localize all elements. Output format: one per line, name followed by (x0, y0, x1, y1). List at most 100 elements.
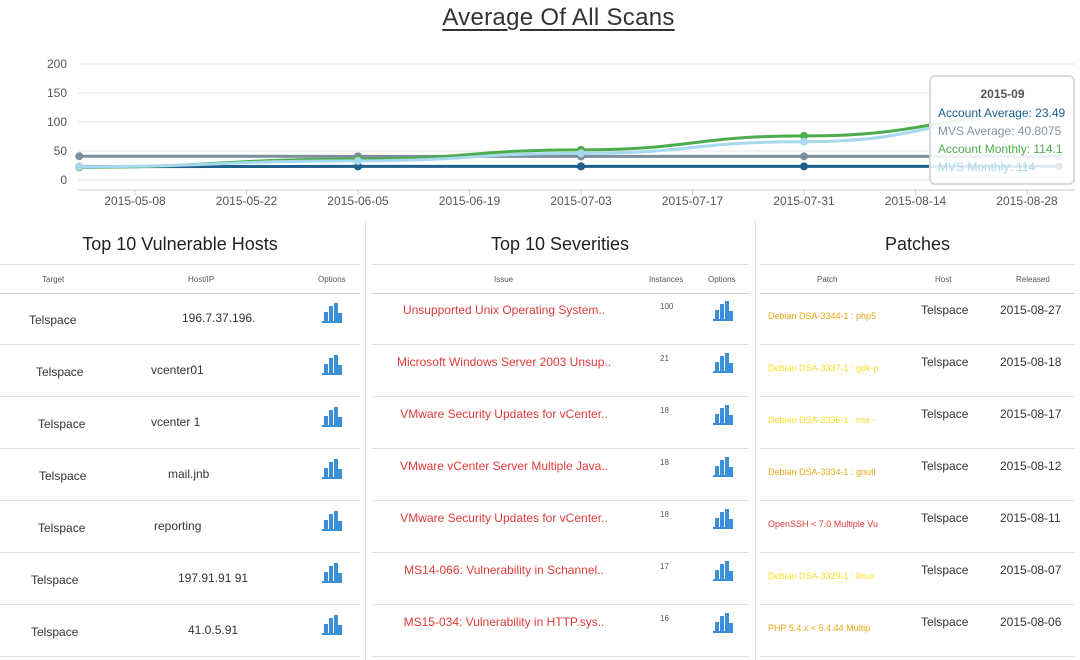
severity-issue: MS14-066: Vulnerability in Schannel.. (404, 563, 604, 577)
hosts-header: Target Host/IP Options (0, 264, 360, 294)
x-tick-label: 2015-05-08 (104, 194, 166, 208)
patch-released: 2015-08-07 (1000, 563, 1062, 577)
severity-instances: 17 (660, 562, 669, 571)
col-patch: Patch (817, 275, 838, 284)
host-row[interactable]: Telspace 197.91.91 91 (0, 553, 360, 605)
severity-instances: 21 (660, 354, 669, 363)
severities-header: Issue Instances Options (372, 264, 749, 294)
host-target: Telspace (36, 365, 84, 379)
severity-issue: VMware Security Updates for vCenter.. (400, 407, 608, 421)
series-point (800, 131, 808, 140)
patch-row[interactable]: PHP 5.4.x < 5.4.44 Multip Telspace 2015-08… (760, 605, 1075, 657)
x-tick-label: 2015-07-03 (550, 194, 612, 208)
patch-released: 2015-08-12 (1000, 459, 1062, 473)
col-released: Released (1016, 275, 1050, 284)
bar-chart-icon[interactable] (713, 353, 733, 373)
severity-issue: Microsoft Windows Server 2003 Unsup.. (396, 355, 612, 369)
patch-name: Debian DSA-3329-1 : linux (768, 571, 875, 581)
patch-row[interactable]: OpenSSH < 7.0 Multiple Vu Telspace 2015-08… (760, 501, 1075, 553)
severity-instances: 18 (660, 510, 669, 519)
series-point (75, 152, 84, 161)
host-row[interactable]: Telspace 196.7.37.196. (0, 293, 360, 345)
series-point (800, 152, 808, 161)
host-ip: mail.jnb (168, 467, 210, 481)
bar-chart-icon[interactable] (322, 303, 342, 323)
bar-chart-icon[interactable] (322, 511, 342, 531)
severity-issue: MS15-034: Vulnerability in HTTP.sys.. (403, 615, 605, 629)
bar-chart-icon[interactable] (322, 615, 342, 635)
patch-host: Telspace (921, 563, 969, 577)
patch-row[interactable]: Debian DSA-3329-1 : linux Telspace 2015-08… (760, 553, 1075, 605)
bar-chart-icon[interactable] (713, 457, 733, 477)
host-row[interactable]: Telspace 41.0.5.91 (0, 605, 360, 657)
host-target: Telspace (38, 417, 86, 431)
severity-row[interactable]: VMware Security Updates for vCenter.. 18 (372, 397, 749, 449)
bar-chart-icon[interactable] (713, 561, 733, 581)
patch-row[interactable]: Debian DSA-3336-1 : nss - Telspace 2015-08… (760, 397, 1075, 449)
patch-released: 2015-08-17 (1000, 407, 1062, 421)
panel-divider (755, 220, 756, 660)
patch-name: PHP 5.4.x < 5.4.44 Multip (768, 623, 871, 633)
severity-row[interactable]: VMware Security Updates for vCenter.. 18 (372, 501, 749, 553)
bar-chart-icon[interactable] (713, 613, 733, 633)
patch-host: Telspace (921, 355, 969, 369)
y-tick-label: 200 (47, 57, 67, 71)
x-tick-label: 2015-07-17 (662, 194, 724, 208)
bar-chart-icon[interactable] (713, 405, 733, 425)
y-tick-label: 0 (60, 173, 67, 187)
patch-row[interactable]: Debian DSA-3344-1 : php5 Telspace 2015-08-… (760, 293, 1075, 345)
host-ip: vcenter 1 (151, 415, 201, 429)
patch-row[interactable]: Debian DSA-3337-1 : gdk-p Telspace 2015-08… (760, 345, 1075, 397)
y-tick-label: 100 (47, 115, 67, 129)
patch-host: Telspace (921, 303, 969, 317)
tooltip-line: MVS Average: 40.8075 (938, 124, 1062, 138)
severities-title: Top 10 Severities (490, 234, 630, 254)
bar-chart-icon[interactable] (322, 355, 342, 375)
severity-instances: 18 (660, 458, 669, 467)
host-row[interactable]: Telspace vcenter 1 (0, 397, 360, 449)
severity-instances: 18 (660, 406, 669, 415)
host-ip: vcenter01 (151, 363, 204, 377)
col-host: Host (935, 275, 952, 284)
patch-released: 2015-08-11 (1000, 511, 1061, 525)
bar-chart-icon[interactable] (713, 301, 733, 321)
x-tick-label: 2015-06-19 (439, 194, 501, 208)
x-tick-label: 2015-07-31 (773, 194, 835, 208)
tooltip-line: MVS Monthly: 114 (938, 160, 1036, 174)
col-target: Target (42, 275, 65, 284)
host-row[interactable]: Telspace reporting (0, 501, 360, 553)
series-point (354, 156, 362, 165)
severity-instances: 100 (660, 302, 674, 311)
patches-panel: Patches Patch Host Released Debian DSA-3… (760, 220, 1075, 660)
bar-chart-icon[interactable] (713, 509, 733, 529)
bar-chart-icon[interactable] (322, 407, 342, 427)
host-row[interactable]: Telspace mail.jnb (0, 449, 360, 501)
patch-released: 2015-08-27 (1000, 303, 1062, 317)
patch-released: 2015-08-06 (1000, 615, 1062, 629)
host-ip: 41.0.5.91 (188, 623, 239, 637)
panel-divider (365, 220, 366, 660)
series-point (800, 162, 808, 171)
severity-row[interactable]: Unsupported Unix Operating System.. 100 (372, 293, 749, 345)
severity-row[interactable]: MS15-034: Vulnerability in HTTP.sys.. 16 (372, 605, 749, 657)
bar-chart-icon[interactable] (322, 563, 342, 583)
x-tick-label: 2015-08-14 (885, 194, 947, 208)
col-issue: Issue (494, 275, 514, 284)
severity-row[interactable]: VMware vCenter Server Multiple Java.. 18 (372, 449, 749, 501)
vulnerable-hosts-panel: Top 10 Vulnerable Hosts Target Host/IP O… (0, 220, 360, 660)
host-row[interactable]: Telspace vcenter01 (0, 345, 360, 397)
severity-row[interactable]: MS14-066: Vulnerability in Schannel.. 17 (372, 553, 749, 605)
host-target: Telspace (38, 521, 86, 535)
severity-issue: Unsupported Unix Operating System.. (402, 303, 606, 317)
x-tick-label: 2015-08-28 (996, 194, 1058, 208)
host-target: Telspace (31, 625, 79, 639)
y-tick-label: 150 (47, 86, 67, 100)
x-tick-label: 2015-06-05 (327, 194, 389, 208)
patch-name: Debian DSA-3336-1 : nss - (768, 415, 876, 425)
severity-row[interactable]: Microsoft Windows Server 2003 Unsup.. 21 (372, 345, 749, 397)
host-ip: reporting (154, 519, 202, 533)
patch-row[interactable]: Debian DSA-3334-1 : gnutl Telspace 2015-08… (760, 449, 1075, 501)
page-title: Average Of All Scans (442, 4, 675, 31)
hosts-title: Top 10 Vulnerable Hosts (82, 234, 278, 254)
bar-chart-icon[interactable] (322, 459, 342, 479)
